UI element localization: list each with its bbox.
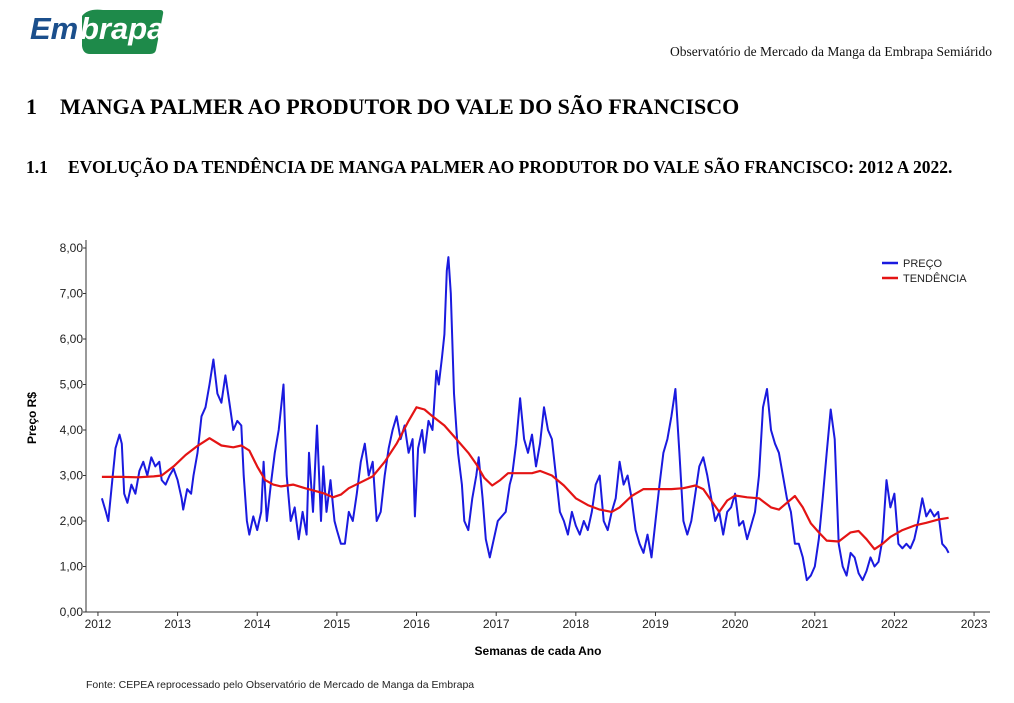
subsection-title: EVOLUÇÃO DA TENDÊNCIA DE MANGA PALMER AO… bbox=[68, 157, 953, 177]
x-tick-label: 2017 bbox=[483, 617, 510, 631]
section-heading: 1 MANGA PALMER AO PRODUTOR DO VALE DO SÃ… bbox=[26, 94, 986, 120]
logo-text-inner: brapa bbox=[80, 11, 164, 46]
header-source: Observatório de Mercado da Manga da Embr… bbox=[669, 44, 992, 59]
y-tick-label: 6,00 bbox=[60, 332, 84, 346]
y-tick-label: 4,00 bbox=[60, 423, 84, 437]
x-axis-label: Semanas de cada Ano bbox=[475, 644, 602, 658]
y-tick-label: 0,00 bbox=[60, 605, 84, 619]
x-tick-label: 2015 bbox=[324, 617, 351, 631]
y-tick-label: 2,00 bbox=[60, 514, 84, 528]
x-tick-label: 2018 bbox=[562, 617, 589, 631]
y-axis: 0,00 1,00 2,00 3,00 4,00 5,00 6,00 7,00 8,00 bbox=[60, 240, 87, 619]
x-tick-label: 2013 bbox=[164, 617, 191, 631]
series-line-price bbox=[100, 256, 950, 582]
y-tick-label: 8,00 bbox=[60, 241, 84, 255]
source-footnote: Fonte: CEPEA reprocessado pelo Observató… bbox=[86, 679, 475, 691]
legend: PREÇO TENDÊNCIA bbox=[882, 258, 967, 285]
x-tick-label: 2016 bbox=[403, 617, 430, 631]
y-tick-label: 3,00 bbox=[60, 469, 84, 483]
series-line-trend bbox=[101, 406, 949, 551]
logo-text: Em bbox=[30, 11, 78, 46]
x-tick-label: 2012 bbox=[85, 617, 112, 631]
y-tick-label: 5,00 bbox=[60, 378, 84, 392]
series-layer bbox=[100, 256, 950, 582]
legend-label: TENDÊNCIA bbox=[903, 272, 967, 285]
legend-label: PREÇO bbox=[903, 258, 943, 270]
section-number: 1 bbox=[26, 94, 37, 119]
y-axis-label: Preço R$ bbox=[25, 392, 39, 444]
price-trend-chart: 0,00 1,00 2,00 3,00 4,00 5,00 6,00 7,00 8,00 201… bbox=[25, 240, 990, 658]
subsection-number: 1.1 bbox=[26, 157, 48, 177]
y-tick-label: 1,00 bbox=[60, 560, 84, 574]
embrapa-logo: Em brapa bbox=[30, 9, 164, 55]
y-tick-label: 7,00 bbox=[60, 287, 84, 301]
subsection-heading: 1.1 EVOLUÇÃO DA TENDÊNCIA DE MANGA PALME… bbox=[26, 156, 996, 179]
x-tick-label: 2014 bbox=[244, 617, 271, 631]
x-tick-label: 2021 bbox=[801, 617, 828, 631]
x-tick-label: 2022 bbox=[881, 617, 908, 631]
section-title: MANGA PALMER AO PRODUTOR DO VALE DO SÃO … bbox=[60, 94, 740, 119]
x-tick-label: 2019 bbox=[642, 617, 669, 631]
x-tick-label: 2020 bbox=[722, 617, 749, 631]
logo-green-shape bbox=[82, 9, 164, 55]
x-axis: 2012 2013 2014 2015 2016 2017 2018 2019 2020 2021… bbox=[85, 611, 990, 631]
x-tick-label: 2023 bbox=[961, 617, 988, 631]
